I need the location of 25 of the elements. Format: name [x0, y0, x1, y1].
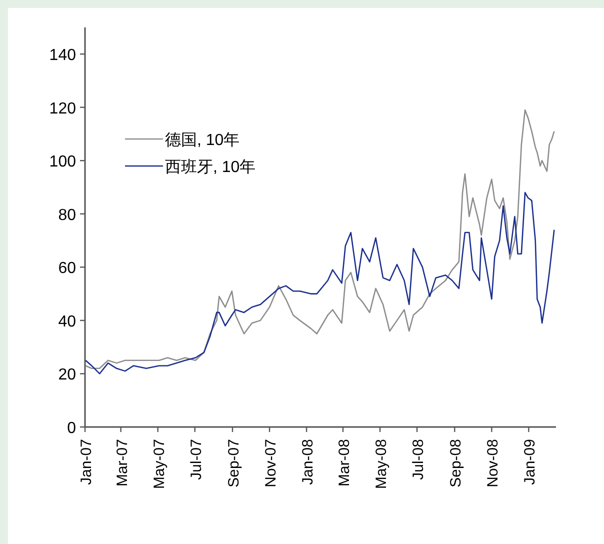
x-tick-label: Jul-08 — [410, 439, 428, 480]
x-tick-label: Jan-08 — [300, 439, 317, 485]
legend-label: 西班牙, 10年 — [165, 158, 256, 176]
x-tick-label: Nov-08 — [484, 439, 502, 488]
x-tick-label: Nov-07 — [262, 439, 280, 488]
line-series — [84, 192, 555, 374]
legend-label: 德国, 10年 — [165, 132, 240, 149]
y-tick-label: 0 — [67, 420, 76, 437]
y-tick-label: 80 — [58, 206, 76, 224]
x-tick-label: Sep-07 — [225, 439, 242, 488]
y-tick-label: 60 — [58, 260, 76, 278]
x-tick-label: Mar-07 — [114, 439, 131, 487]
y-tick-label: 120 — [49, 100, 76, 118]
line-series — [84, 109, 555, 370]
y-tick-label: 100 — [49, 154, 76, 171]
x-tick-label: Sep-08 — [448, 439, 465, 488]
y-tick-label: 20 — [58, 366, 76, 384]
x-tick-label: Mar-08 — [336, 439, 353, 487]
x-tick-label: May-07 — [150, 439, 168, 490]
x-tick-label: Jan-07 — [78, 439, 95, 485]
x-tick-label: May-08 — [372, 439, 390, 490]
y-tick-label: 40 — [58, 313, 76, 330]
x-tick-label: Jan-09 — [522, 439, 539, 485]
y-tick-label: 140 — [49, 47, 76, 64]
x-tick-label: Jul-07 — [188, 439, 205, 480]
